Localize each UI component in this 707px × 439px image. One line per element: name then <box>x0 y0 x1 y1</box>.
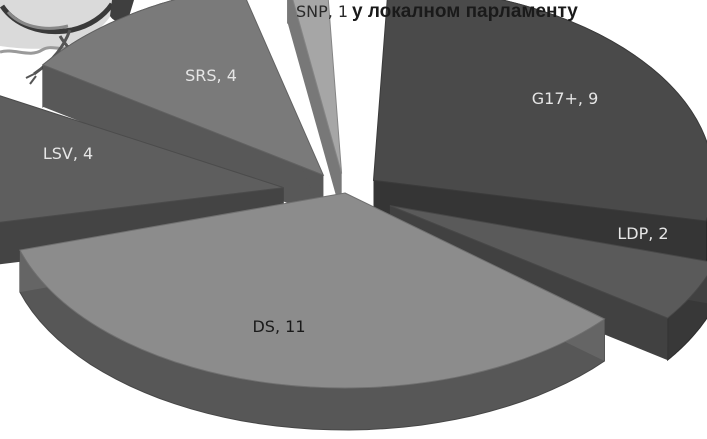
pie-slice-top-ds <box>19 192 606 389</box>
pie-slice-top-snp <box>292 0 343 174</box>
pie-slice-lsv <box>0 95 284 265</box>
data-label-lsv: LSV, 4 <box>43 144 93 163</box>
pie-slice-ds <box>19 192 606 431</box>
pie-slice-top-lsv <box>0 95 284 223</box>
data-label-ds: DS, 11 <box>252 317 305 336</box>
pie-slice-top-srs <box>41 0 325 177</box>
logo-illustration <box>0 0 134 87</box>
pie-slice-face-g17-1 <box>373 180 706 263</box>
pie-slice-g17 <box>372 0 707 264</box>
data-label-srs: SRS, 4 <box>185 66 237 85</box>
pie-slice-face-snp-0 <box>287 0 342 216</box>
data-label-snp: SNP, 1 <box>296 2 348 21</box>
data-label-g17: G17+, 9 <box>532 89 599 108</box>
data-label-ldp: LDP, 2 <box>617 224 668 243</box>
pie-slice-top-ldp <box>389 205 707 319</box>
pie-slice-top-g17 <box>372 0 707 222</box>
pie-slice-snp <box>287 0 343 216</box>
chart-title: у локалном парламенту <box>352 1 578 22</box>
